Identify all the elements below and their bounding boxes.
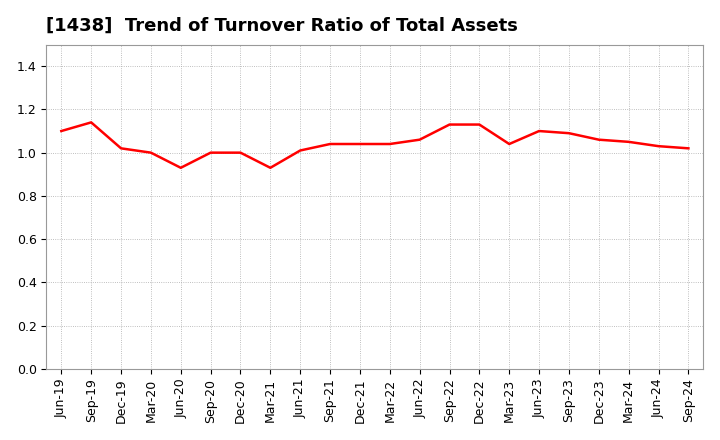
Text: [1438]  Trend of Turnover Ratio of Total Assets: [1438] Trend of Turnover Ratio of Total … [46, 17, 518, 35]
